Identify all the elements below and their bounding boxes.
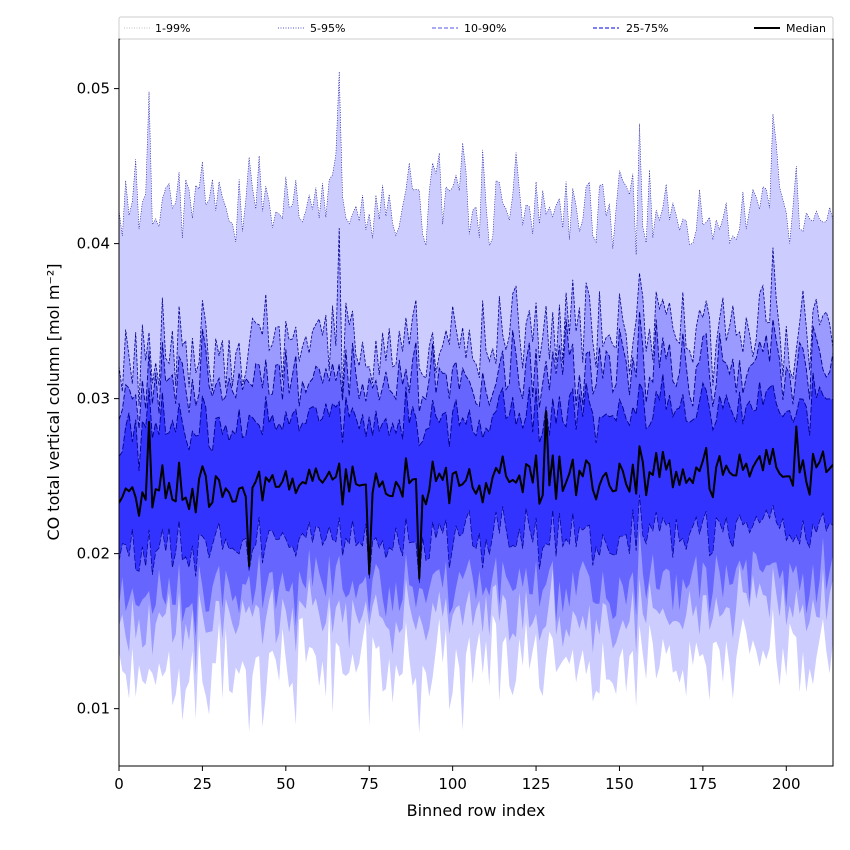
line-p90: [119, 311, 833, 429]
y-tick-label-3: 0.04: [77, 235, 110, 253]
y-tick-label-4: 0.05: [77, 80, 110, 98]
band-25-75: [119, 372, 833, 584]
line-p95: [119, 228, 833, 406]
x-tick-label-50: 50: [276, 775, 295, 793]
x-tick-label-75: 75: [360, 775, 379, 793]
x-tick-label-0: 0: [114, 775, 124, 793]
x-tick-label-200: 200: [772, 775, 801, 793]
line-median: [119, 410, 833, 580]
x-tick-label-100: 100: [438, 775, 467, 793]
legend-label-2: 10-90%: [464, 22, 506, 35]
x-tick-label-150: 150: [605, 775, 634, 793]
x-tick-label-175: 175: [689, 775, 718, 793]
line-p25: [119, 494, 833, 584]
plot-area: [119, 71, 833, 734]
x-axis: 0 25 50 75 100 125 150 175 200: [114, 766, 801, 793]
y-tick-label-2: 0.03: [77, 390, 110, 408]
x-axis-label: Binned row index: [407, 801, 546, 820]
y-tick-label-1: 0.02: [77, 545, 110, 563]
legend-label-4: Median: [786, 22, 826, 35]
x-tick-label-25: 25: [193, 775, 212, 793]
y-axis-label: CO total vertical column [mol m⁻²]: [44, 263, 63, 540]
legend-label-3: 25-75%: [626, 22, 668, 35]
y-axis: 0.01 0.02 0.03 0.04 0.05: [77, 80, 119, 718]
x-tick-label-125: 125: [522, 775, 551, 793]
y-tick-label-0: 0.01: [77, 700, 110, 718]
line-p75: [119, 372, 833, 472]
legend-label-0: 1-99%: [155, 22, 190, 35]
legend-box: [118, 16, 834, 40]
legend-label-1: 5-95%: [310, 22, 345, 35]
legend: 1-99% 5-95% 10-90% 25-75% Median: [118, 16, 834, 40]
